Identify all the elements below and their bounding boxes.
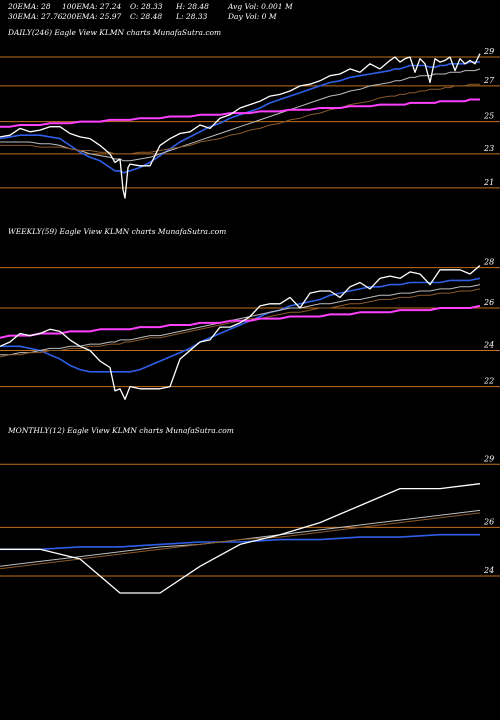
header-ema20: 20EMA: 28 bbox=[8, 2, 51, 11]
weekly-series-ema-light bbox=[0, 284, 481, 356]
weekly-y-tick-label: 22 bbox=[483, 377, 494, 386]
monthly-y-tick-label: 24 bbox=[483, 566, 494, 575]
header-avg-volume: Avg Vol: 0.001 M bbox=[228, 2, 293, 11]
daily-y-tick-label: 21 bbox=[483, 178, 494, 187]
header-open: O: 28.33 bbox=[130, 2, 163, 11]
daily-series-ema-brown bbox=[0, 83, 480, 155]
weekly-panel-title: WEEKLY(59) Eagle View KLMN charts Munafa… bbox=[8, 227, 227, 236]
daily-panel-title: DAILY(246) Eagle View KLMN charts Munafa… bbox=[8, 28, 222, 37]
weekly-y-tick-label: 24 bbox=[483, 341, 494, 350]
monthly-series-ema-brown bbox=[0, 512, 481, 570]
header-ema100: 100EMA: 27.24 bbox=[62, 2, 122, 11]
monthly-series-price bbox=[0, 483, 481, 594]
monthly-y-tick-label: 26 bbox=[483, 517, 494, 526]
weekly-y-tick-label: 26 bbox=[483, 298, 494, 307]
daily-series-ema-light bbox=[0, 68, 481, 162]
monthly-series-ema-blue bbox=[0, 533, 480, 551]
header-high: H: 28.48 bbox=[176, 2, 209, 11]
header-ema200: 200EMA: 25.97 bbox=[62, 12, 122, 21]
header-low: L: 28.33 bbox=[176, 12, 208, 21]
daily-series-ema-magenta bbox=[0, 98, 480, 128]
weekly-series-ema-blue bbox=[0, 277, 481, 373]
monthly-y-tick-label: 29 bbox=[483, 454, 494, 463]
header-close: C: 28.48 bbox=[130, 12, 163, 21]
daily-series-price bbox=[0, 53, 481, 199]
weekly-y-tick-label: 28 bbox=[483, 258, 494, 267]
weekly-series-price bbox=[0, 265, 481, 401]
weekly-series-ema-magenta bbox=[0, 304, 481, 339]
daily-series-ema-blue bbox=[0, 61, 480, 174]
daily-y-tick-label: 25 bbox=[483, 112, 494, 121]
daily-y-tick-label: 23 bbox=[483, 144, 494, 153]
header-ema30: 30EMA: 27.76 bbox=[8, 12, 63, 21]
monthly-series-ema-light bbox=[0, 509, 481, 567]
daily-y-tick-label: 29 bbox=[483, 47, 494, 56]
daily-y-tick-label: 27 bbox=[483, 76, 495, 85]
monthly-panel-title: MONTHLY(12) Eagle View KLMN charts Munaf… bbox=[8, 426, 234, 435]
header-day-volume: Day Vol: 0 M bbox=[228, 12, 277, 21]
